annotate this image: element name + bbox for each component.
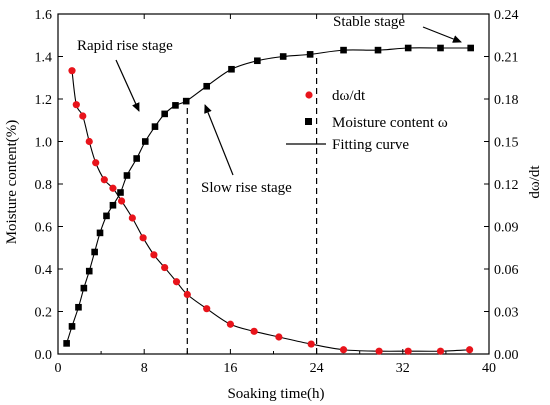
left-y-tick-label: 1.6: [35, 8, 53, 23]
right-y-tick-label: 0.18: [494, 93, 519, 108]
moisture-point: [467, 44, 474, 52]
legend-rate-marker: [305, 91, 313, 99]
rate-point: [226, 320, 234, 328]
moisture-point: [172, 102, 179, 109]
annotation-stable-arrow: [422, 26, 462, 43]
x-tick-label: 40: [482, 361, 496, 376]
moisture-point: [80, 284, 88, 292]
right-y-tick-label: 0.24: [494, 8, 519, 23]
moisture-point: [96, 229, 104, 237]
moisture-point: [279, 53, 287, 60]
moisture-point: [151, 123, 159, 130]
moisture-point: [109, 201, 117, 209]
rate-point: [183, 290, 191, 299]
x-axis-label: Soaking time(h): [227, 386, 324, 402]
legend-moisture-marker: [305, 118, 312, 125]
left-y-axis-label: Moisture content(%): [4, 120, 20, 245]
rate-point: [307, 340, 315, 348]
right-y-tick-label: 0.03: [494, 306, 519, 321]
rate-point: [128, 214, 136, 222]
moisture-point: [75, 303, 82, 311]
moisture-point: [254, 57, 261, 65]
x-tick-label: 0: [55, 361, 62, 376]
legend: dω/dt Moisture content ω Fitting curve: [286, 88, 448, 153]
moisture-point: [161, 110, 168, 118]
left-y-tick-label: 0.6: [35, 221, 53, 236]
moisture-point: [437, 44, 444, 52]
moisture-series-points: [63, 44, 474, 347]
annotation-rapid-rise-arrow: [115, 59, 140, 112]
left-y-tick-label: 0.2: [35, 306, 53, 321]
annotation-slow-rise-arrow: [204, 104, 234, 176]
moisture-point: [91, 248, 98, 256]
legend-moisture-label: Moisture content ω: [332, 115, 448, 131]
rate-point: [250, 327, 258, 335]
left-y-axis-ticks: 0.0 0.2 0.4 0.6 0.8 1.0 1.2 1.4 1.6: [35, 8, 63, 363]
x-axis-ticks: 0 8 16 24 32 40: [55, 14, 496, 376]
moisture-point: [404, 44, 412, 52]
left-y-tick-label: 0.0: [35, 348, 53, 363]
rate-point: [161, 263, 169, 272]
right-y-tick-label: 0.21: [494, 51, 519, 66]
moisture-point: [63, 340, 70, 347]
annotation-rapid-rise: Rapid rise stage: [77, 38, 173, 54]
rate-point: [172, 278, 181, 286]
rate-point: [466, 346, 474, 354]
rate-point: [375, 347, 383, 355]
left-y-tick-label: 1.4: [35, 51, 53, 66]
rate-point: [404, 347, 412, 355]
rate-point: [117, 197, 126, 205]
left-y-tick-label: 1.2: [35, 93, 53, 108]
moisture-point: [85, 267, 93, 275]
rate-point: [72, 101, 80, 109]
rate-point: [139, 234, 147, 242]
right-y-tick-label: 0.00: [494, 348, 519, 363]
right-y-tick-label: 0.06: [494, 263, 519, 278]
right-y-axis-ticks: 0.00 0.03 0.06 0.09 0.12 0.15 0.18 0.21 0.24: [484, 8, 519, 363]
moisture-point: [123, 172, 131, 179]
rate-point: [92, 159, 100, 167]
moisture-point: [141, 138, 149, 145]
moisture-point: [228, 65, 235, 73]
rate-series-points: [68, 67, 474, 355]
moisture-point: [103, 212, 110, 220]
x-tick-label: 32: [396, 361, 410, 376]
moisture-point: [203, 82, 210, 90]
fitting-curves: [66, 47, 471, 352]
right-y-tick-label: 0.15: [494, 136, 519, 151]
stage-divider-lines: [186, 53, 318, 354]
legend-rate-label: dω/dt: [332, 88, 366, 104]
rate-fitting-curve: [71, 70, 470, 352]
rate-point: [85, 137, 93, 146]
x-tick-label: 16: [223, 361, 237, 376]
x-tick-label: 24: [310, 361, 324, 376]
rate-point: [436, 347, 445, 355]
rate-point: [68, 67, 76, 75]
moisture-point: [374, 46, 382, 54]
right-y-axis-label: dω/dt: [527, 165, 543, 199]
rate-point: [150, 251, 158, 259]
annotation-stable: Stable stage: [333, 14, 405, 30]
moisture-point: [306, 51, 314, 58]
rate-point: [100, 176, 108, 184]
left-y-tick-label: 0.8: [35, 178, 53, 193]
legend-fit-label: Fitting curve: [332, 137, 409, 153]
x-tick-label: 8: [141, 361, 148, 376]
left-y-tick-label: 1.0: [35, 136, 53, 151]
moisture-point: [340, 46, 347, 54]
rate-point: [109, 184, 117, 192]
rate-point: [203, 305, 211, 313]
left-y-tick-label: 0.4: [35, 263, 53, 278]
moisture-point: [133, 155, 140, 162]
moisture-point: [68, 323, 76, 330]
moisture-point: [117, 189, 124, 196]
rate-point: [275, 333, 283, 341]
rate-point: [339, 346, 348, 354]
right-y-tick-label: 0.12: [494, 178, 519, 193]
moisture-point: [182, 97, 190, 105]
right-y-tick-label: 0.09: [494, 221, 519, 236]
annotation-slow-rise: Slow rise stage: [201, 180, 292, 196]
rate-point: [79, 112, 87, 120]
